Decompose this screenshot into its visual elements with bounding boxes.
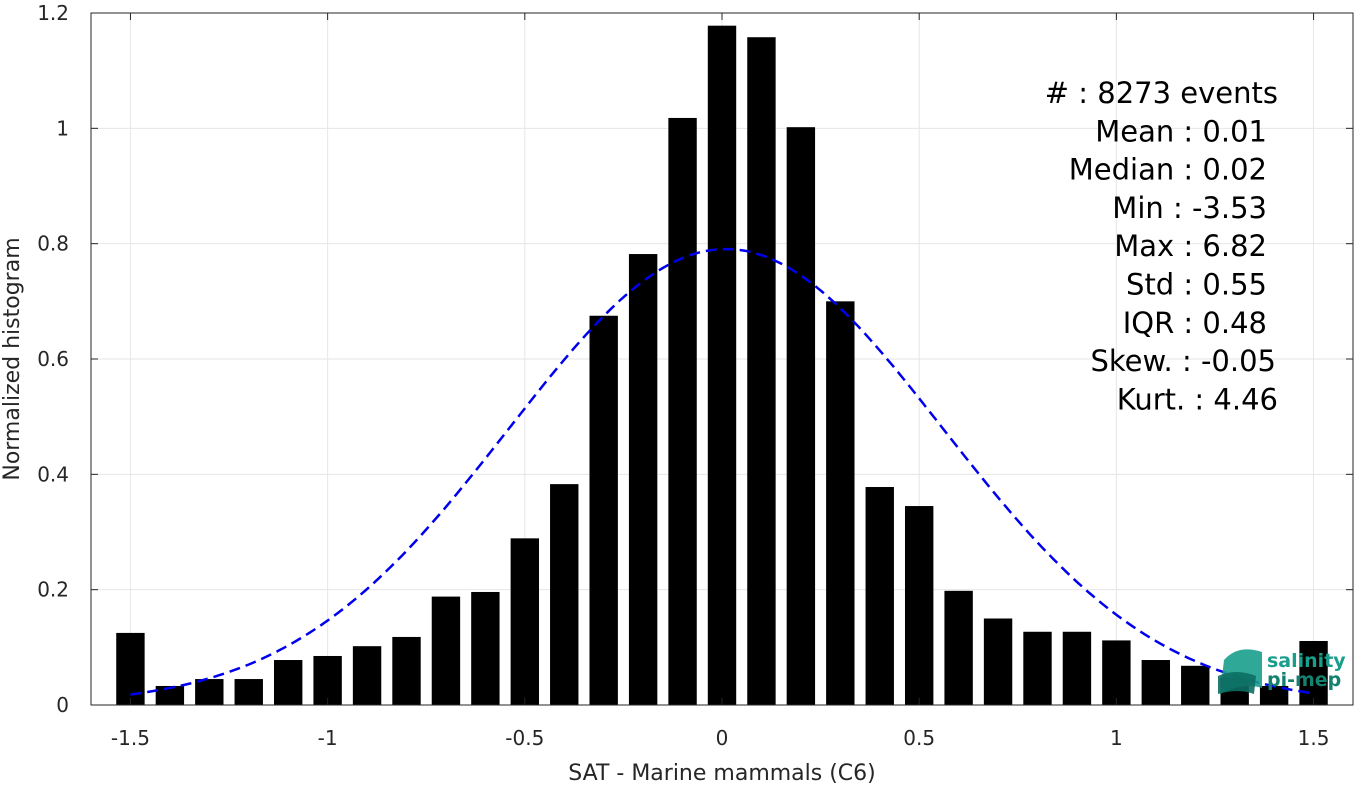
x-tick-label: 1 (1110, 726, 1123, 750)
bars (116, 25, 1328, 706)
logo-line2: pi-mep (1267, 669, 1341, 691)
stat-line: Min : -3.53 (1112, 191, 1267, 225)
histogram-bar (1259, 685, 1289, 705)
stat-line: Mean : 0.01 (1095, 114, 1267, 148)
histogram-bar (392, 636, 421, 705)
histogram-bar (826, 301, 855, 705)
histogram-bar (1102, 640, 1131, 705)
histogram-bar (865, 487, 894, 705)
stat-line: Max : 6.82 (1114, 229, 1267, 263)
histogram-bar (628, 254, 658, 705)
histogram-bar (1299, 640, 1328, 705)
x-tick-label: -1.5 (111, 726, 150, 750)
normal-fit-line (130, 247, 1314, 696)
x-tick-label: 1.5 (1298, 726, 1330, 750)
histogram-bar (1141, 660, 1171, 705)
stat-line: Std : 0.55 (1126, 268, 1267, 302)
histogram-bar (550, 484, 579, 705)
y-axis-title: Normalized histogram (0, 237, 25, 480)
y-tick-label: 0.8 (37, 232, 69, 256)
histogram-bar (431, 596, 461, 705)
y-tick-labels: 0 0.2 0.4 0.6 0.8 1 1.2 (37, 1, 69, 717)
histogram-bar (668, 117, 697, 706)
histogram-bar (471, 591, 500, 705)
stat-line: IQR : 0.48 (1123, 306, 1267, 340)
x-axis-title: SAT - Marine mammals (C6) (568, 761, 876, 785)
salinity-pi-mep-logo: salinity pi-mep (1218, 649, 1346, 694)
x-tick-label: -1 (318, 726, 338, 750)
x-tick-labels: -1.5 -1 -0.5 0 0.5 1 1.5 (111, 726, 1330, 750)
histogram-bar (234, 679, 263, 705)
logo-line1: salinity (1267, 650, 1346, 672)
ticks (91, 12, 1353, 706)
y-tick-label: 0.4 (37, 462, 69, 486)
stat-line: # : 8273 events (1045, 76, 1278, 110)
y-tick-label: 0 (56, 693, 69, 717)
logo-wave-mark-dark (1218, 672, 1256, 694)
x-tick-label: 0.5 (903, 726, 935, 750)
y-tick-label: 1.2 (37, 1, 69, 25)
histogram-bar (904, 506, 934, 705)
y-tick-label: 0.6 (37, 347, 69, 371)
histogram-bar (589, 315, 618, 705)
histogram-bar (352, 646, 382, 705)
histogram-bar (510, 538, 540, 705)
stat-line: Skew. : -0.05 (1090, 344, 1276, 378)
histogram-bar (155, 685, 185, 705)
histogram-bar (273, 660, 303, 705)
histogram-bar (313, 655, 342, 705)
histogram-bar (1062, 631, 1092, 705)
histogram-bar (944, 590, 973, 705)
stats-box: # : 8273 events Mean : 0.01 Median : 0.02 M… (1045, 76, 1278, 416)
stat-line: Kurt. : 4.46 (1117, 382, 1278, 416)
y-tick-label: 1 (56, 116, 69, 140)
histogram-bar (786, 127, 816, 706)
histogram-bar (747, 37, 776, 706)
x-tick-label: -0.5 (505, 726, 544, 750)
histogram-bar (707, 25, 737, 706)
normal-fit-curve (130, 247, 1314, 696)
x-tick-label: 0 (716, 726, 729, 750)
y-tick-label: 0.2 (37, 578, 69, 602)
histogram-bar (1181, 665, 1210, 705)
stat-line: Median : 0.02 (1069, 153, 1267, 187)
histogram-bar (983, 618, 1013, 705)
histogram-bar (195, 679, 224, 705)
histogram-bar (1023, 631, 1052, 705)
